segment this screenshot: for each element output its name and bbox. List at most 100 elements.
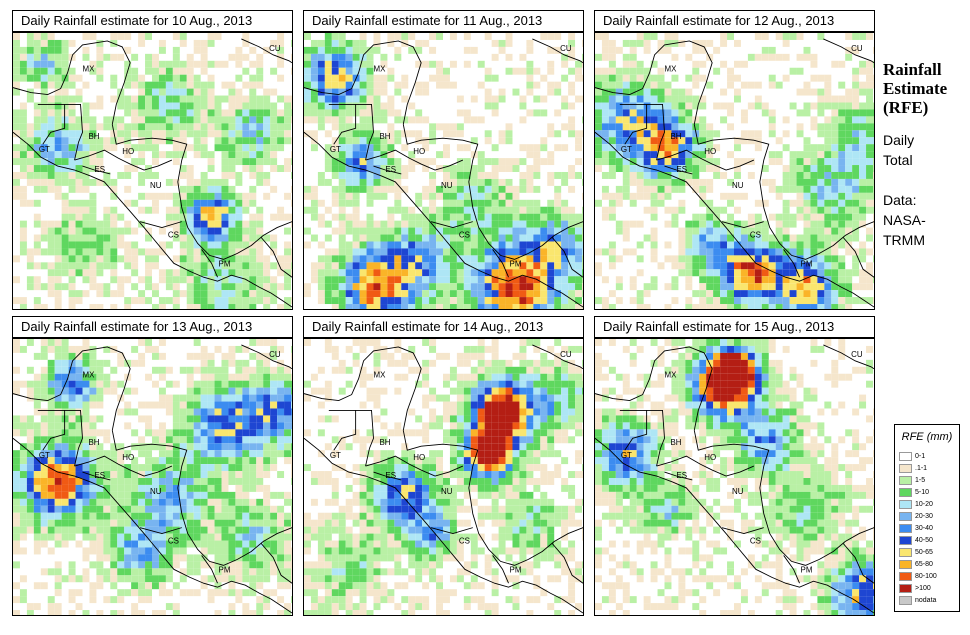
rain-cell	[554, 290, 562, 298]
rain-cell	[89, 137, 97, 145]
rain-cell	[26, 60, 34, 68]
rain-cell	[338, 151, 346, 159]
rain-cell	[775, 158, 783, 166]
rain-cell	[207, 213, 215, 221]
rain-cell	[165, 589, 173, 597]
rain-cell	[242, 519, 250, 527]
rain-cell	[214, 206, 222, 214]
rain-cell	[671, 185, 679, 193]
rain-cell	[40, 429, 48, 437]
rain-cell	[582, 95, 583, 103]
rain-cell	[68, 248, 76, 256]
rain-cell	[165, 401, 173, 409]
rain-cell	[228, 144, 236, 152]
rain-cell	[40, 422, 48, 430]
rain-cell	[775, 185, 783, 193]
rain-cell	[242, 199, 250, 207]
rain-cell	[54, 290, 62, 298]
rain-cell	[13, 422, 20, 430]
rain-cell	[817, 144, 825, 152]
rain-cell	[228, 276, 236, 284]
rain-cell	[186, 436, 194, 444]
rain-cell	[158, 540, 166, 548]
country-label-mx: MX	[83, 371, 96, 380]
rain-cell	[75, 171, 83, 179]
rain-cell	[124, 185, 132, 193]
rain-cell	[512, 206, 520, 214]
rain-cell	[352, 304, 360, 309]
rain-cell	[68, 137, 76, 145]
rain-cell	[310, 60, 318, 68]
rain-cell	[415, 380, 423, 388]
rain-cell	[33, 457, 41, 465]
rain-cell	[449, 213, 457, 221]
rain-cell	[200, 178, 208, 186]
rain-cell	[152, 290, 159, 298]
rain-cell	[110, 290, 118, 298]
rain-cell	[470, 387, 478, 395]
rain-cell	[470, 304, 478, 309]
rain-cell	[158, 450, 166, 458]
rain-cell	[68, 130, 76, 138]
rain-cell	[734, 227, 741, 235]
rain-cell	[782, 297, 790, 305]
rain-cell	[491, 199, 499, 207]
rain-cell	[561, 297, 569, 305]
rain-cell	[859, 151, 867, 159]
rain-cell	[270, 512, 278, 520]
rain-cell	[13, 498, 20, 506]
rain-cell	[657, 158, 665, 166]
rain-cell	[422, 262, 430, 270]
rain-cell	[221, 540, 229, 548]
rain-cell	[608, 165, 616, 172]
rain-cell	[207, 498, 215, 506]
rain-cell	[768, 290, 776, 298]
rain-cell	[866, 185, 874, 193]
rain-cell	[304, 241, 311, 249]
rain-cell	[26, 422, 34, 430]
rain-cell	[345, 95, 353, 103]
rain-cell	[179, 241, 187, 249]
rain-cell	[387, 144, 395, 152]
rain-cell	[345, 144, 353, 152]
rain-cell	[138, 137, 146, 145]
rain-cell	[193, 464, 201, 472]
rain-cell	[256, 498, 264, 506]
rain-cell	[526, 171, 534, 179]
rain-cell	[54, 498, 62, 506]
rain-cell	[615, 88, 623, 96]
rain-cell	[505, 220, 513, 228]
rain-cell	[242, 387, 250, 395]
rain-cell	[359, 297, 367, 305]
rain-cell	[526, 234, 534, 242]
rain-cell	[664, 158, 672, 166]
rain-cell	[359, 269, 367, 277]
rain-cell	[345, 241, 353, 249]
rain-cell	[89, 234, 97, 242]
rain-cell	[165, 123, 173, 131]
rain-cell	[796, 109, 804, 117]
rain-cell	[256, 603, 264, 611]
rain-cell	[47, 165, 55, 172]
rain-cell	[408, 165, 416, 172]
rain-cell	[768, 123, 776, 131]
rain-cell	[761, 297, 769, 305]
rain-cell	[221, 547, 229, 555]
rain-cell	[429, 262, 437, 270]
rain-cell	[284, 450, 292, 458]
rain-cell	[394, 241, 402, 249]
rain-cell	[706, 269, 714, 277]
rain-cell	[422, 373, 430, 381]
rain-cell	[68, 276, 76, 284]
rain-cell	[401, 359, 409, 367]
rain-cell	[40, 109, 48, 117]
rain-cell	[477, 387, 485, 395]
rain-cell	[678, 144, 686, 152]
rain-cell	[873, 241, 874, 249]
rain-cell	[263, 276, 271, 284]
rain-cell	[40, 248, 48, 256]
rain-cell	[706, 81, 714, 89]
rain-cell	[172, 290, 180, 298]
rain-cell	[643, 67, 651, 75]
rain-cell	[519, 262, 527, 270]
